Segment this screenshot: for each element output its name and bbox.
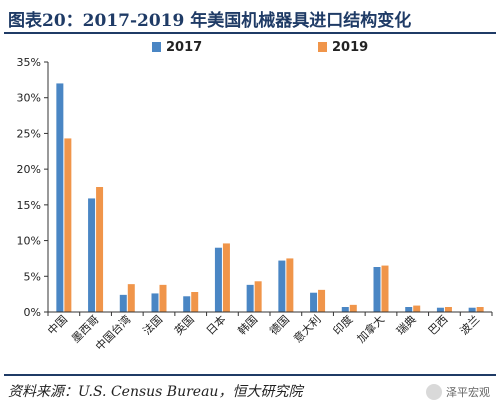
legend: 2017 2019 — [152, 40, 368, 55]
bar-2019-8 — [318, 289, 326, 312]
y-tick-label: 15% — [17, 199, 41, 212]
watermark: 泽平宏观 — [426, 384, 490, 400]
legend-swatch-2019 — [318, 42, 327, 52]
x-tick-label: 波兰 — [458, 313, 483, 338]
x-tick-label: 印度 — [330, 312, 355, 337]
x-tick-label: 日本 — [203, 312, 228, 337]
bar-2017-2 — [119, 294, 127, 312]
legend-label-2019: 2019 — [332, 40, 368, 55]
bar-2019-3 — [159, 284, 167, 312]
footer-rule — [4, 374, 496, 376]
bar-2019-7 — [286, 258, 294, 312]
bar-2019-1 — [96, 187, 104, 312]
chart-title: 图表20：2017-2019 年美国机械器具进口结构变化 — [8, 11, 412, 31]
x-tick-label: 德国 — [267, 312, 292, 337]
y-tick-label: 35% — [17, 56, 41, 69]
bar-2017-10 — [373, 267, 381, 312]
bar-2017-9 — [341, 307, 349, 312]
x-tick-label: 加拿大 — [354, 312, 387, 345]
x-tick-label: 法国 — [140, 312, 165, 337]
bar-2019-10 — [381, 265, 389, 312]
x-tick-label: 英国 — [171, 312, 196, 337]
bar-2019-9 — [349, 304, 357, 312]
bar-2019-13 — [476, 307, 484, 312]
y-tick-label: 20% — [17, 163, 41, 176]
bar-2019-0 — [64, 138, 72, 312]
legend-label-2017: 2017 — [166, 40, 202, 55]
bar-2019-12 — [444, 307, 452, 312]
source-note: 资料来源：U.S. Census Bureau，恒大研究院 — [8, 384, 303, 400]
y-tick-label: 30% — [17, 92, 41, 105]
bar-2017-6 — [246, 284, 254, 312]
y-axis: 0% 5% 10% 15% 20% 25% 30% 35% — [17, 56, 49, 319]
bar-chart: 2017 2019 0% 5% 10% 15% 20% 25% 30% 35% 中国 墨西哥中国台… — [17, 40, 493, 353]
bar-2019-6 — [254, 281, 262, 312]
x-tick-label: 中国 — [45, 313, 70, 338]
x-tick-label: 瑞典 — [393, 312, 418, 337]
bar-2019-5 — [222, 243, 230, 312]
bar-2017-8 — [310, 292, 318, 312]
bar-2017-13 — [468, 307, 476, 312]
bar-2017-5 — [214, 247, 222, 312]
bar-2017-0 — [56, 83, 64, 312]
x-tick-label: 韩国 — [235, 312, 260, 337]
bar-2019-2 — [127, 284, 135, 312]
y-tick-label: 5% — [24, 270, 41, 283]
y-tick-label: 0% — [24, 306, 41, 319]
watermark-text: 泽平宏观 — [446, 386, 490, 399]
bar-2017-12 — [436, 307, 444, 312]
title-rule — [4, 32, 496, 34]
bar-2017-3 — [151, 293, 159, 312]
bar-2017-11 — [405, 307, 413, 312]
legend-swatch-2017 — [152, 42, 161, 52]
bar-2019-11 — [413, 305, 421, 312]
bars — [56, 83, 484, 312]
bar-2019-4 — [191, 292, 199, 312]
x-tick-label: 中国台湾 — [92, 312, 133, 353]
x-tick-label: 意大利 — [290, 312, 323, 345]
wechat-icon — [426, 384, 442, 400]
bar-2017-1 — [88, 198, 96, 312]
y-tick-label: 10% — [17, 235, 41, 248]
y-tick-label: 25% — [17, 127, 41, 140]
x-tick-label: 巴西 — [426, 313, 451, 338]
bar-2017-7 — [278, 260, 286, 312]
bar-2017-4 — [183, 296, 191, 312]
